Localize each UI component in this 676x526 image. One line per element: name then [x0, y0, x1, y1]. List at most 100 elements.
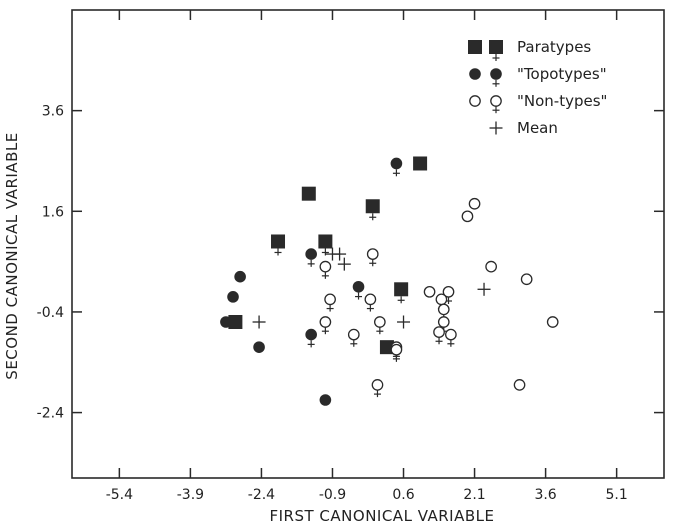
data-point	[333, 247, 347, 261]
topotype-circle	[305, 328, 317, 341]
data-point	[319, 260, 332, 279]
plot-frame	[71, 9, 665, 479]
data-point	[477, 282, 491, 296]
data-point	[397, 315, 411, 329]
data-point	[468, 197, 481, 210]
paratype-square	[271, 234, 286, 249]
paratype-square	[468, 40, 482, 54]
data-point	[520, 273, 533, 286]
data-point	[379, 340, 394, 355]
data-point	[390, 343, 403, 362]
x-tick-label: -2.4	[248, 487, 275, 503]
data-point	[364, 293, 377, 312]
data-point	[437, 303, 450, 322]
legend-item: "Topotypes"	[469, 65, 607, 87]
x-tick-label: -5.4	[106, 487, 133, 503]
data-point	[305, 248, 317, 267]
legend-label: "Non-types"	[517, 92, 607, 110]
topotype-circle	[490, 68, 502, 80]
data-point	[227, 291, 239, 303]
legend-label: "Topotypes"	[517, 65, 607, 83]
data-point	[352, 280, 365, 300]
data-point	[442, 285, 455, 305]
data-point	[301, 186, 316, 201]
topotype-circle	[319, 394, 332, 406]
paratype-square	[228, 315, 243, 329]
data-point	[445, 328, 457, 347]
topotype-circle	[220, 316, 232, 328]
non-type-circle	[437, 303, 450, 316]
data-point	[324, 293, 336, 312]
y-axis-title: SECOND CANONICAL VARIABLE	[3, 132, 21, 379]
topotype-circle	[469, 68, 481, 80]
non-type-circle	[423, 285, 436, 298]
non-type-circle	[390, 343, 403, 356]
data-point	[234, 270, 246, 283]
non-type-circle	[485, 260, 497, 273]
data-point	[318, 234, 333, 256]
non-type-circle	[371, 379, 384, 391]
topotype-circle	[253, 341, 265, 353]
legend-item: Paratypes	[468, 38, 591, 61]
plot-area	[71, 9, 665, 479]
non-type-circle	[319, 316, 332, 328]
paratype-square	[489, 40, 503, 54]
non-type-circle	[468, 197, 481, 210]
data-point	[253, 341, 265, 353]
legend-item: "Non-types"	[469, 92, 607, 114]
x-axis-title: FIRST CANONICAL VARIABLE	[270, 507, 495, 525]
data-point	[433, 326, 445, 345]
non-type-circle	[445, 328, 457, 341]
y-tick-label: -2.4	[37, 406, 64, 422]
data-point	[347, 328, 360, 347]
data-points	[220, 156, 559, 406]
non-type-circle	[324, 293, 336, 306]
topotype-circle	[352, 280, 365, 293]
x-tick-label: 0.6	[392, 487, 414, 503]
y-tick-label: 3.6	[42, 104, 64, 120]
data-point	[319, 316, 332, 335]
data-point	[365, 199, 380, 221]
data-point	[373, 316, 386, 335]
non-type-circle	[461, 210, 474, 223]
data-point	[513, 379, 526, 391]
data-point	[394, 282, 409, 304]
topotype-circle	[234, 270, 246, 283]
non-type-circle	[437, 316, 450, 328]
x-tick-label: 5.1	[606, 487, 628, 503]
non-type-circle	[364, 293, 377, 306]
paratype-square	[413, 156, 428, 171]
x-tick-label: 3.6	[534, 487, 556, 503]
legend-label: Paratypes	[517, 38, 591, 56]
non-type-circle	[347, 328, 360, 341]
non-type-circle	[435, 293, 448, 306]
x-tick-label: -0.9	[319, 487, 346, 503]
data-point	[366, 248, 379, 267]
non-type-circle	[546, 316, 559, 328]
non-type-circle	[373, 316, 386, 328]
x-tick-label: -3.9	[177, 487, 204, 503]
y-tick-label: -0.4	[37, 305, 64, 321]
x-tick-labels: -5.4 -3.9 -2.4 -0.9 0.6 2.1 3.6 5.1	[106, 487, 628, 503]
legend-label: Mean	[517, 119, 558, 137]
x-tick-label: 2.1	[463, 487, 485, 503]
non-type-circle	[490, 95, 502, 107]
data-point	[252, 315, 266, 329]
paratype-square	[379, 340, 394, 355]
data-point	[423, 285, 436, 298]
non-type-circle	[433, 326, 445, 338]
paratype-square	[365, 199, 380, 214]
data-point	[271, 234, 286, 256]
data-point	[371, 379, 384, 398]
topotype-circle	[305, 248, 317, 260]
data-point	[546, 316, 559, 328]
legend: Paratypes "Topotypes" "Non-types" Mean	[468, 38, 607, 137]
data-point	[337, 257, 351, 271]
non-type-circle	[319, 260, 332, 273]
data-point	[319, 394, 332, 406]
data-point	[228, 315, 243, 329]
non-type-circle	[520, 273, 533, 286]
data-point	[390, 157, 403, 177]
data-point	[461, 210, 474, 223]
data-point	[413, 156, 428, 171]
